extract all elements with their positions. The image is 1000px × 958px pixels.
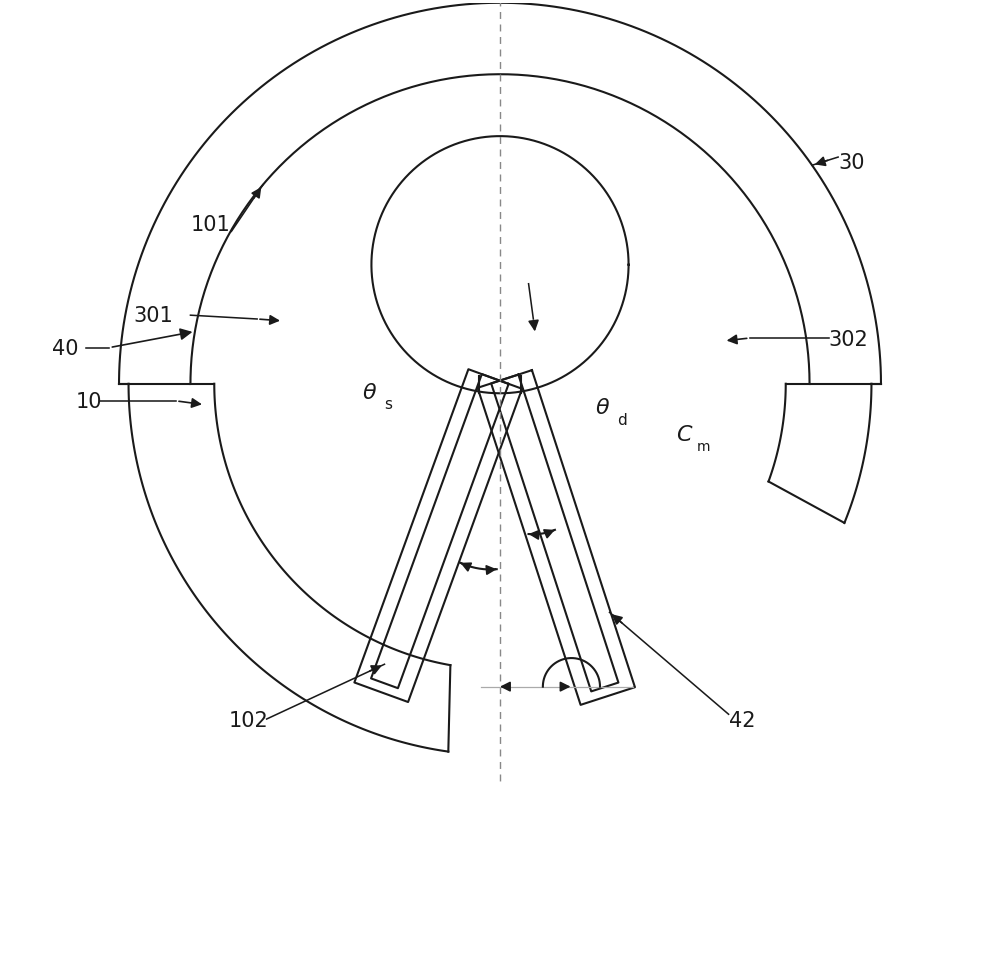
Text: 10: 10 bbox=[76, 392, 103, 412]
Text: 30: 30 bbox=[838, 153, 865, 173]
Text: 42: 42 bbox=[729, 711, 755, 731]
Text: 302: 302 bbox=[829, 330, 868, 350]
Text: 101: 101 bbox=[190, 216, 230, 236]
Text: 40: 40 bbox=[52, 339, 79, 359]
Text: s: s bbox=[384, 398, 392, 413]
Text: $\theta$: $\theta$ bbox=[362, 383, 377, 403]
Text: m: m bbox=[697, 441, 711, 454]
Text: $\theta$: $\theta$ bbox=[595, 399, 610, 419]
Text: d: d bbox=[617, 413, 627, 427]
Text: $C$: $C$ bbox=[676, 425, 694, 445]
Text: 301: 301 bbox=[133, 306, 173, 326]
Text: 102: 102 bbox=[229, 711, 268, 731]
